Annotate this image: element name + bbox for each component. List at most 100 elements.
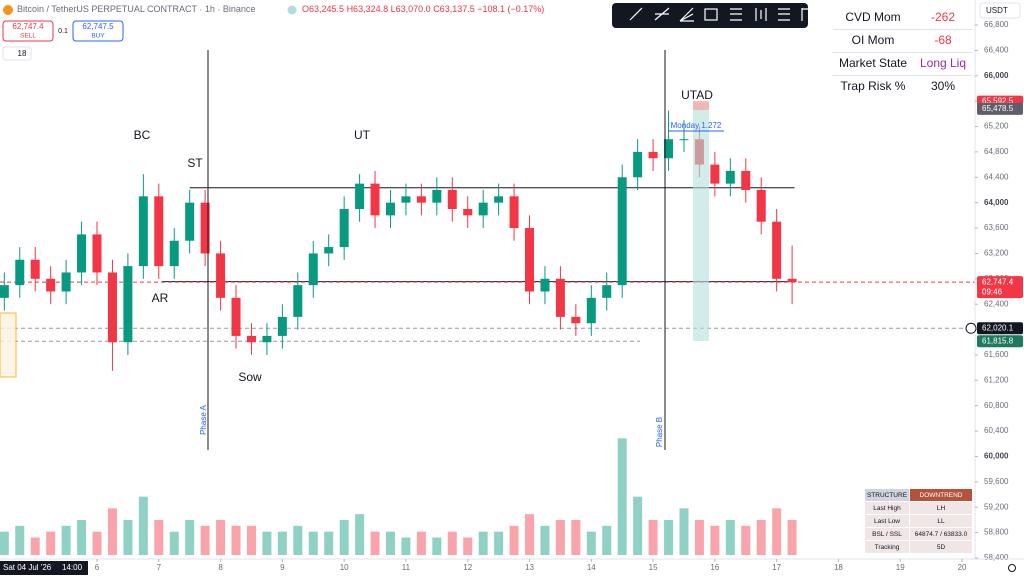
exchange: Binance — [223, 4, 256, 14]
candle-body — [509, 196, 519, 229]
cell — [865, 541, 909, 553]
candle-body — [15, 259, 25, 286]
structure-label: STRUCTURE — [867, 492, 908, 499]
volume-bar — [787, 520, 797, 555]
sell-label: SELL — [20, 33, 36, 40]
buy-button[interactable] — [72, 20, 124, 42]
volume-bar — [0, 531, 9, 555]
candle-body — [401, 196, 411, 203]
x-axis: 6 7 8 9 10 11 12 13 14 15 16 17 18 19 20 — [95, 559, 967, 572]
currency-select[interactable] — [979, 2, 1021, 19]
y-tick-label: 64,800 — [984, 147, 1009, 156]
price-tag-label: 65,478.5 — [982, 104, 1014, 113]
tool-flag[interactable] — [801, 8, 808, 21]
toolbar-icons — [629, 7, 808, 22]
volume-bar — [339, 520, 349, 555]
candle-body — [648, 151, 658, 159]
ohlc-change: −108.1 (−0.17%) — [477, 4, 544, 14]
volume-bar — [447, 531, 457, 555]
sell-button[interactable] — [2, 20, 54, 42]
x-tick-label: 9 — [280, 563, 285, 572]
y-tick-label: 61,600 — [984, 350, 1009, 359]
candle-body — [30, 259, 40, 279]
x-tick-label: 13 — [525, 563, 534, 572]
candle-body — [478, 202, 488, 216]
sell-price: 62,747.4 — [12, 22, 44, 31]
ohlc-close: C63,137.5 — [433, 4, 475, 14]
volume-bar — [401, 537, 411, 555]
tool-channel[interactable] — [654, 7, 670, 21]
candle-body — [447, 189, 457, 210]
status-value: 30% — [931, 79, 955, 93]
symbol-title: Bitcoin / TetherUS PERPETUAL CONTRACT — [17, 4, 198, 14]
volume-bar — [92, 531, 102, 555]
side-marker — [0, 312, 17, 378]
settings-icon[interactable] — [1008, 564, 1016, 572]
structure-value: DOWNTREND — [920, 492, 963, 499]
volume-bar — [540, 525, 550, 555]
candle-body — [586, 297, 596, 324]
x-tick-label: 7 — [157, 563, 162, 572]
volume-bar — [308, 531, 318, 555]
volume-bar — [633, 496, 643, 555]
candle-body — [617, 177, 627, 286]
currency: USDT — [986, 6, 1008, 15]
price-tag — [977, 322, 1023, 335]
tool-fan[interactable] — [679, 7, 694, 22]
volume-bar — [478, 531, 488, 555]
candle-body — [416, 196, 426, 203]
structure-label: Last Low — [874, 518, 900, 525]
annotation: BC — [134, 128, 151, 142]
y-tick-label: 60,000 — [984, 452, 1009, 461]
tool-candles[interactable] — [755, 8, 767, 21]
candle-body — [138, 196, 148, 267]
ohlc: O63,245.5 H63,324.8 L63,070.0 C63,137.5 … — [302, 4, 544, 14]
volume-bar — [741, 525, 751, 555]
candle-body — [710, 164, 720, 184]
cell — [865, 489, 909, 501]
structure-label: Last High — [873, 505, 901, 512]
volume-bar — [525, 514, 535, 555]
candle-body — [123, 266, 133, 343]
annotation: ST — [187, 156, 203, 170]
y-tick-label: 64,400 — [984, 172, 1009, 181]
volume-bar — [15, 525, 25, 555]
tool-text[interactable] — [778, 8, 790, 21]
volume-bar — [416, 531, 426, 555]
y-tick-label: 59,200 — [984, 502, 1009, 511]
candle-body — [633, 151, 643, 178]
volume-bar — [385, 531, 395, 555]
candle-body — [92, 234, 102, 273]
status-label: CVD Mom — [845, 10, 900, 24]
candle-body — [602, 285, 612, 298]
candle-body — [787, 278, 797, 283]
volume-bar — [77, 520, 87, 555]
volume-bar — [200, 525, 210, 555]
x-tick-label: 11 — [402, 563, 411, 572]
ohlc-low: L63,070.0 — [391, 4, 431, 14]
candle-body — [370, 183, 380, 216]
status-value: -68 — [934, 33, 952, 47]
volume-bar — [185, 520, 195, 555]
candle-body — [555, 278, 565, 317]
drawing-toolbar — [612, 3, 808, 28]
tool-rect[interactable] — [704, 8, 718, 21]
y-axis: 66,80066,40066,00065,60065,20064,80064,4… — [965, 20, 1023, 562]
phase-label: Phase A — [199, 404, 208, 434]
tool-fib[interactable] — [730, 8, 742, 21]
indicators-toggle[interactable] — [2, 46, 32, 61]
x-tick-label: 12 — [463, 563, 472, 572]
structure-value: 64874.7 / 63833.0 — [915, 531, 968, 538]
candle-body — [107, 272, 117, 343]
volume-bar — [432, 537, 442, 555]
tool-trendline[interactable] — [629, 7, 643, 21]
candle-body — [355, 183, 365, 210]
volume-bar — [463, 537, 473, 555]
utad-top-zone — [693, 101, 709, 110]
candle-body — [540, 278, 550, 292]
coin-icon — [3, 5, 13, 15]
cell — [910, 489, 972, 501]
candle-body — [339, 209, 349, 248]
status-label: Trap Risk % — [841, 79, 906, 93]
y-tick-label: 63,200 — [984, 249, 1009, 258]
